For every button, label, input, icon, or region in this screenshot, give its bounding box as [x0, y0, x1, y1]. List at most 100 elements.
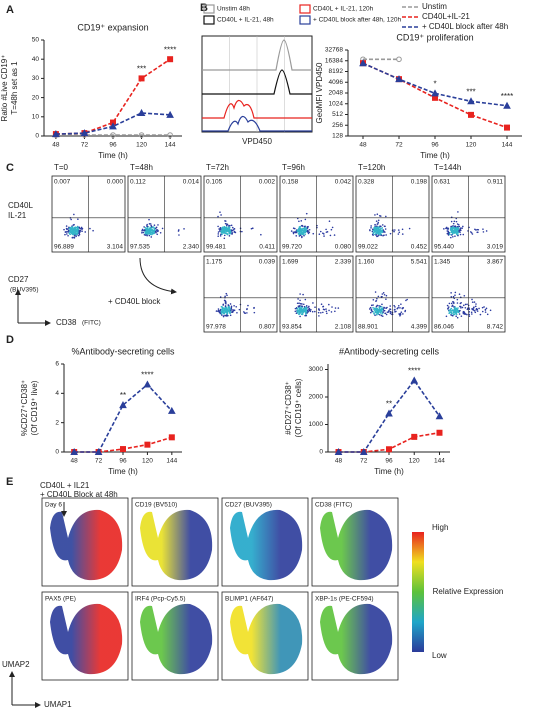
- event-dot: [72, 224, 75, 226]
- event-dot: [224, 302, 227, 304]
- axis-label: UMAP2: [2, 660, 30, 669]
- event-dot: [453, 307, 456, 310]
- point: [167, 132, 173, 138]
- event-dot: [462, 233, 465, 236]
- annotation: ***: [137, 65, 146, 74]
- event-dot: [375, 300, 377, 302]
- point: [138, 132, 145, 138]
- x-tick-label: 96: [385, 458, 393, 465]
- event-dot: [178, 229, 180, 231]
- event-dot: [460, 315, 463, 317]
- event-dot: [378, 307, 381, 309]
- point: [334, 447, 343, 455]
- x-tick-label: 48: [71, 458, 79, 465]
- event-dot: [377, 226, 380, 228]
- event-dot: [74, 228, 76, 230]
- event-dot: [408, 227, 411, 230]
- event-dot: [224, 229, 227, 232]
- event-dot: [227, 304, 230, 306]
- event-dot: [159, 232, 162, 234]
- umap-cloud: [230, 603, 303, 675]
- event-dot: [370, 309, 373, 312]
- event-dot: [476, 310, 479, 312]
- event-dot: [230, 309, 232, 312]
- event-dot: [377, 233, 380, 235]
- event-dot: [217, 215, 219, 218]
- event-dot: [384, 312, 386, 315]
- quadrant-value: 0.452: [411, 244, 428, 251]
- event-dot: [229, 303, 232, 305]
- event-dot: [156, 230, 158, 233]
- event-dot: [69, 226, 71, 229]
- legend-label: CD40L + IL-21, 48h: [217, 17, 274, 24]
- event-dot: [385, 298, 387, 300]
- y-tick-label: 8192: [329, 68, 344, 75]
- legend-swatch: [299, 4, 311, 14]
- point: [504, 124, 510, 131]
- event-dot: [301, 225, 304, 227]
- event-dot: [225, 226, 227, 229]
- event-dot: [230, 305, 233, 308]
- quadrant-value: 0.105: [206, 179, 223, 186]
- y-tick-label: 6: [55, 361, 59, 368]
- event-dot: [317, 311, 320, 314]
- event-dot: [305, 229, 307, 231]
- quadrant-value: 97.535: [130, 244, 150, 251]
- event-dot: [221, 233, 223, 236]
- event-dot: [301, 235, 303, 238]
- event-dot: [223, 314, 225, 317]
- x-tick-label: 120: [409, 458, 420, 465]
- event-dot: [374, 223, 376, 226]
- event-dot: [75, 235, 77, 238]
- event-dot: [227, 228, 229, 230]
- event-dot: [375, 305, 378, 308]
- event-dot: [299, 293, 301, 295]
- event-dot: [150, 236, 153, 238]
- event-dot: [401, 233, 404, 235]
- y-tick-label: 32768: [325, 47, 343, 54]
- event-dot: [78, 230, 80, 232]
- event-dot: [448, 302, 451, 305]
- event-dot: [220, 231, 223, 233]
- event-dot: [67, 234, 69, 237]
- event-dot: [458, 225, 461, 228]
- event-dot: [448, 312, 451, 314]
- event-dot: [231, 226, 234, 229]
- event-dot: [371, 228, 374, 231]
- point: [94, 447, 103, 455]
- event-dot: [304, 314, 306, 317]
- event-dot: [457, 234, 459, 237]
- event-dot: [383, 293, 386, 296]
- event-dot: [178, 234, 180, 236]
- event-dot: [63, 228, 65, 231]
- event-dot: [298, 305, 301, 308]
- event-dot: [381, 303, 383, 306]
- event-dot: [76, 225, 79, 228]
- event-dot: [369, 229, 371, 231]
- event-dot: [401, 307, 404, 310]
- event-dot: [232, 310, 234, 313]
- event-dot: [375, 308, 377, 311]
- point: [120, 446, 126, 453]
- quadrant-value: 8.742: [487, 324, 504, 331]
- point: [411, 433, 418, 440]
- event-dot: [470, 311, 473, 314]
- event-dot: [453, 231, 456, 234]
- event-dot: [456, 316, 459, 319]
- event-dot: [380, 314, 383, 317]
- tile-label: CD27 (BUV395): [225, 502, 272, 509]
- event-dot: [305, 230, 307, 233]
- event-dot: [389, 232, 392, 235]
- quadrant-value: 0.112: [130, 179, 146, 186]
- event-dot: [236, 312, 238, 314]
- event-dot: [294, 227, 296, 230]
- event-dot: [238, 308, 241, 311]
- event-dot: [153, 232, 155, 235]
- event-dot: [459, 228, 461, 230]
- legend-label: CD40L + IL-21, 120h: [313, 6, 374, 13]
- event-dot: [80, 227, 82, 230]
- event-dot: [381, 229, 383, 231]
- quadrant-value: 0.000: [107, 179, 124, 186]
- event-dot: [222, 304, 224, 306]
- y-tick-label: 4: [55, 390, 59, 397]
